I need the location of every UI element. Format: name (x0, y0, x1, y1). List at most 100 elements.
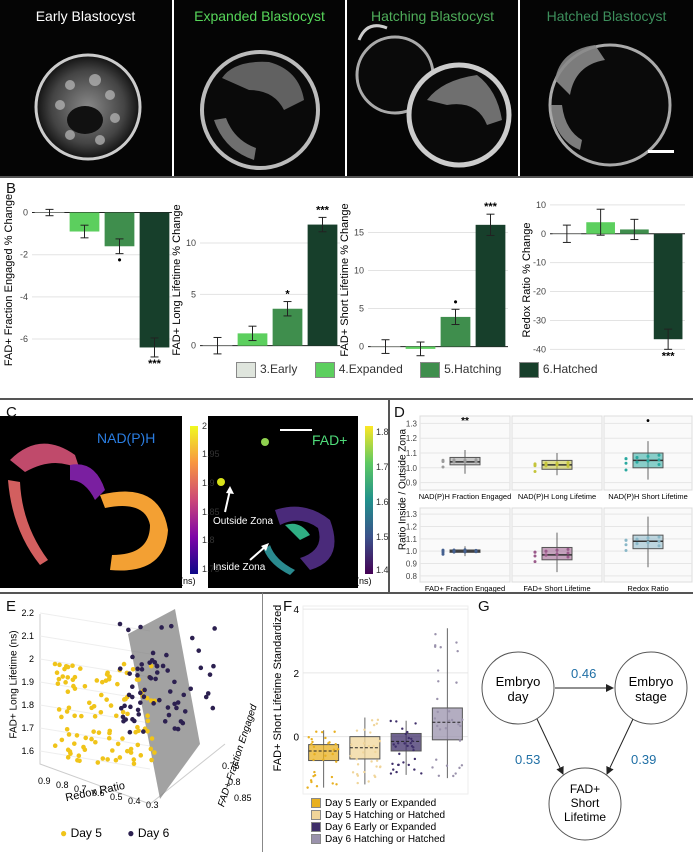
data-point (355, 758, 358, 761)
data-point (555, 552, 559, 556)
data-point-day5 (104, 697, 109, 702)
data-point-day6 (130, 717, 135, 722)
data-point (566, 464, 570, 468)
data-point (363, 728, 366, 731)
data-point (407, 763, 410, 767)
facet-title: NAD(P)H Fraction Engaged (419, 492, 512, 501)
data-point-day5 (66, 705, 72, 711)
tick-label: 0.8 (406, 572, 418, 581)
data-point-day5 (98, 709, 104, 715)
tick-label: 1.3 (406, 510, 418, 519)
legend-day5: Day 5 (70, 826, 102, 840)
panel-c: C NAD(P)H FAD+ Outside Zona Inside Zona (0, 398, 390, 592)
data-point-day6 (165, 705, 171, 710)
data-point-day5 (79, 713, 84, 719)
data-point (373, 774, 376, 777)
data-point (474, 548, 478, 552)
data-point (458, 739, 462, 742)
data-point (312, 745, 316, 749)
tick-label: 4 (293, 605, 299, 616)
gridline (39, 612, 151, 632)
data-point (463, 549, 467, 553)
data-point-day6 (150, 650, 156, 656)
significance-marker: • (118, 255, 122, 267)
legend-item-hatched: 6.Hatched (518, 362, 598, 378)
data-point-day6 (207, 672, 213, 677)
data-point (437, 680, 440, 683)
data-point (312, 758, 315, 762)
data-point (533, 550, 537, 554)
data-point (372, 723, 376, 727)
micrograph-title-hatching: Hatching Blastocyst (371, 8, 494, 24)
embryo-image-expanded (200, 50, 320, 170)
x-tick-label: 0.3 (146, 800, 159, 810)
data-point (455, 681, 458, 684)
tick-label: -4 (20, 292, 28, 302)
legend-item: Day 6 Hatching or Hatched (311, 834, 445, 846)
panel-letter-c: C (6, 404, 17, 421)
data-point-day6 (138, 690, 143, 696)
axis-frame (39, 614, 151, 805)
bar (307, 224, 338, 346)
tick-label: -6 (20, 334, 28, 344)
data-point (370, 760, 373, 763)
data-point-day5 (96, 730, 102, 735)
data-point-day6 (130, 654, 135, 660)
data-point (392, 743, 395, 746)
data-point-day6 (182, 709, 188, 714)
data-point (332, 748, 336, 751)
data-point-day5 (52, 743, 58, 748)
nadh-colorbar (190, 426, 198, 574)
data-point-day6 (211, 663, 216, 669)
data-point-day6 (198, 665, 204, 671)
data-point (437, 774, 441, 777)
data-point-day5 (145, 718, 151, 724)
data-point-day6 (127, 671, 132, 676)
data-point-day5 (82, 747, 88, 753)
panel-e: E 2.2 2.1 2 1.9 1.8 1.7 1.6 0.9 0.8 0.7 0.6 0.5 0.4 0… (0, 592, 263, 852)
panel-b: B 0 -2 -4 -6 • *** FAD+ Fraction Engaged % Cha… (0, 176, 693, 400)
data-point-day5 (105, 757, 110, 762)
significance-marker: * (285, 289, 290, 301)
legend-item: Day 5 Hatching or Hatched (311, 810, 445, 822)
y-tick-label: 0.8 (228, 777, 241, 787)
data-point-day5 (72, 674, 78, 680)
tick-label: 1.1 (406, 449, 418, 458)
y-axis-label: FAD+ Short Lifetime % Change (339, 203, 351, 356)
data-point-day6 (138, 624, 143, 630)
data-point (327, 742, 330, 745)
data-point (441, 465, 445, 469)
micrograph-title-expanded: Expanded Blastocyst (194, 8, 325, 24)
data-point (436, 710, 439, 714)
data-point (436, 669, 440, 672)
y-axis-label: FAD+ Long Lifetime % Change (171, 204, 183, 355)
data-point (336, 747, 340, 751)
data-point (331, 752, 334, 756)
panel-b-legend: 3.Early 4.Expanded 5.Hatching 6.Hatched (236, 362, 676, 382)
data-point (435, 758, 438, 761)
data-point-day5 (72, 686, 78, 691)
data-point (379, 765, 382, 768)
data-point-day6 (136, 712, 142, 717)
data-point (635, 541, 639, 545)
box (390, 732, 422, 752)
data-point-day5 (64, 726, 70, 732)
y-axis-label: Redox Ratio % Change (521, 223, 533, 338)
bar (69, 212, 100, 232)
legend-item-hatching: 5.Hatching (420, 362, 501, 378)
data-point-day5 (121, 661, 127, 667)
data-point-day5 (149, 757, 154, 763)
gridline (39, 727, 151, 747)
data-point (657, 539, 661, 543)
data-point-day6 (138, 700, 143, 705)
data-point (315, 730, 318, 733)
data-point-day6 (166, 712, 172, 718)
scale-bar (648, 150, 674, 153)
data-point-day5 (148, 746, 154, 752)
data-point (330, 775, 334, 779)
significance-marker: *** (484, 201, 498, 213)
data-point (367, 744, 371, 748)
data-point-day5 (77, 666, 83, 671)
data-point-day5 (56, 676, 62, 682)
x-tick-label: 0.7 (74, 784, 87, 794)
